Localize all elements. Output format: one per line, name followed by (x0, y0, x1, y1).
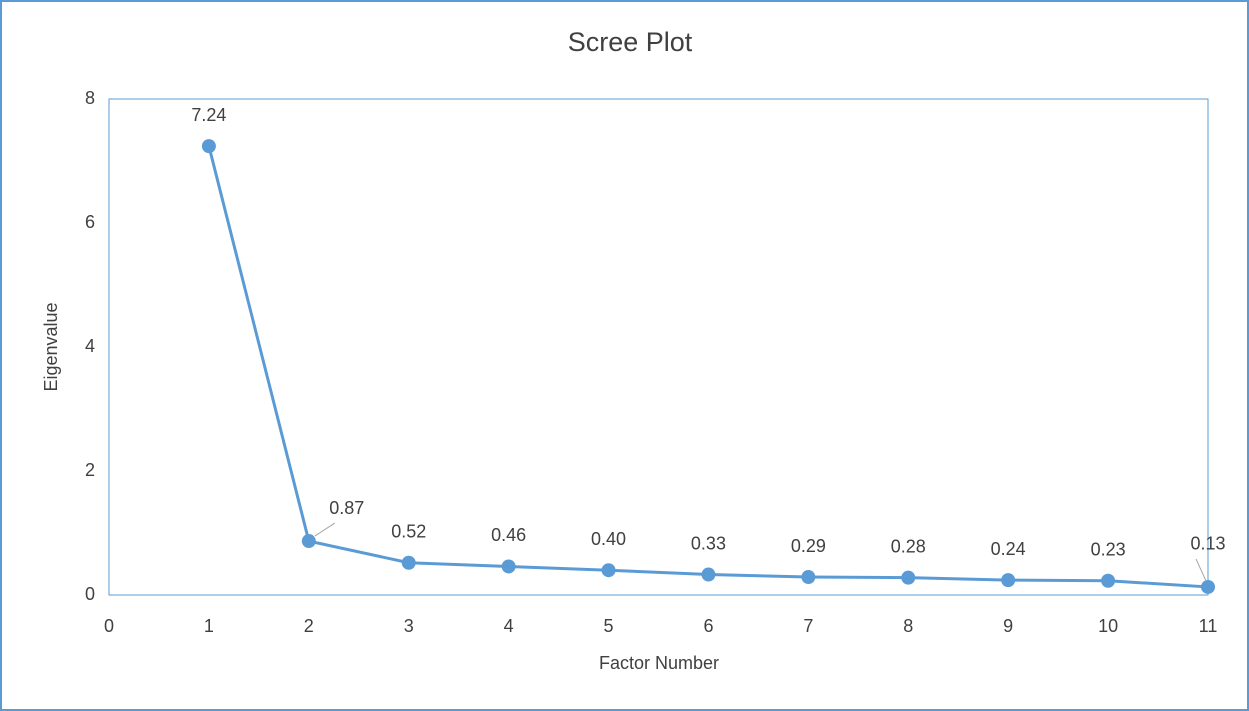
x-tick-label: 5 (604, 616, 614, 636)
data-label: 0.52 (391, 522, 426, 542)
x-tick-label: 9 (1003, 616, 1013, 636)
x-tick-label: 6 (703, 616, 713, 636)
x-tick-label: 10 (1098, 616, 1118, 636)
x-tick-label: 11 (1199, 616, 1218, 636)
y-tick-label: 4 (85, 336, 95, 356)
y-tick-label: 2 (85, 460, 95, 480)
data-point (701, 567, 716, 582)
x-tick-label: 3 (404, 616, 414, 636)
data-point (1201, 579, 1215, 594)
data-label: 7.24 (191, 105, 226, 125)
leader-line (1195, 558, 1207, 582)
data-point (901, 570, 916, 585)
data-label: 0.24 (991, 539, 1026, 559)
plot-frame (108, 98, 1209, 596)
data-point (801, 570, 816, 585)
chart-title: Scree Plot (568, 27, 693, 57)
data-label: 0.23 (1091, 539, 1126, 559)
x-tick-label: 7 (803, 616, 813, 636)
data-point (401, 555, 416, 570)
data-label: 0.46 (491, 525, 526, 545)
x-tick-label: 2 (304, 616, 314, 636)
data-label: 0.87 (329, 498, 364, 518)
leader-line (314, 522, 336, 537)
data-point (1101, 573, 1116, 588)
y-tick-label: 6 (85, 212, 95, 232)
data-point (301, 534, 316, 549)
data-label: 0.28 (891, 536, 926, 556)
data-label: 0.40 (591, 529, 626, 549)
data-label: 0.33 (691, 533, 726, 553)
data-point (601, 563, 616, 578)
data-label: 0.13 (1190, 534, 1225, 554)
x-tick-label: 4 (504, 616, 514, 636)
data-point (501, 559, 516, 574)
data-point (201, 139, 216, 154)
data-label: 0.29 (791, 536, 826, 556)
y-axis-label: Eigenvalue (41, 302, 61, 391)
x-axis-label: Factor Number (599, 653, 719, 673)
data-point (1001, 573, 1016, 588)
y-tick-label: 8 (85, 88, 95, 108)
y-tick-label: 0 (85, 584, 95, 604)
x-tick-label: 1 (204, 616, 214, 636)
x-tick-label: 8 (903, 616, 913, 636)
x-tick-label: 0 (104, 616, 114, 636)
